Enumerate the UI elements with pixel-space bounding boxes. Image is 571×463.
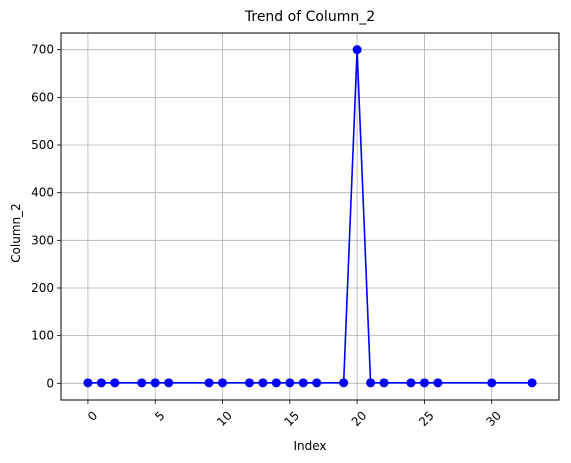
x-tick-label: 25 <box>416 408 437 429</box>
x-tick-label: 20 <box>349 408 370 429</box>
y-tick-label: 0 <box>46 376 54 390</box>
x-tick-label: 10 <box>214 408 235 429</box>
y-tick-label: 200 <box>31 281 54 295</box>
y-tick-label: 700 <box>31 43 54 57</box>
data-point <box>244 378 254 388</box>
data-point <box>137 378 147 388</box>
y-tick-label: 300 <box>31 233 54 247</box>
y-axis-label: Column_2 <box>9 203 23 263</box>
data-point <box>285 378 295 388</box>
data-point <box>379 378 389 388</box>
series-points <box>83 45 537 388</box>
data-point <box>298 378 308 388</box>
chart-title: Trend of Column_2 <box>244 9 375 25</box>
data-point <box>150 378 160 388</box>
data-point <box>527 378 537 388</box>
grid <box>61 33 559 400</box>
data-point <box>83 378 93 388</box>
data-point <box>110 378 120 388</box>
data-point <box>96 378 106 388</box>
data-point <box>433 378 443 388</box>
data-point <box>487 378 497 388</box>
data-point <box>204 378 214 388</box>
data-point <box>258 378 268 388</box>
data-point <box>218 378 228 388</box>
series-line <box>87 49 533 384</box>
y-tick-label: 400 <box>31 186 54 200</box>
x-tick-label: 30 <box>483 408 504 429</box>
data-point <box>164 378 174 388</box>
data-point <box>271 378 281 388</box>
y-tick-label: 100 <box>31 329 54 343</box>
y-tick-label: 600 <box>31 90 54 104</box>
x-tick-label: 5 <box>152 408 167 423</box>
x-axis-label: Index <box>293 439 326 453</box>
data-point <box>406 378 416 388</box>
data-point <box>366 378 376 388</box>
x-axis-ticks: 0 5 10 15 20 25 30 <box>85 400 504 429</box>
y-tick-label: 500 <box>31 138 54 152</box>
x-tick-label: 15 <box>281 408 302 429</box>
y-axis-ticks: 0 100 200 300 400 500 600 700 <box>31 43 61 390</box>
x-tick-label: 0 <box>85 408 100 423</box>
data-point <box>419 378 429 388</box>
data-point <box>312 378 322 388</box>
plot-area-frame <box>60 32 560 401</box>
data-point <box>352 45 362 55</box>
data-point <box>339 378 349 388</box>
